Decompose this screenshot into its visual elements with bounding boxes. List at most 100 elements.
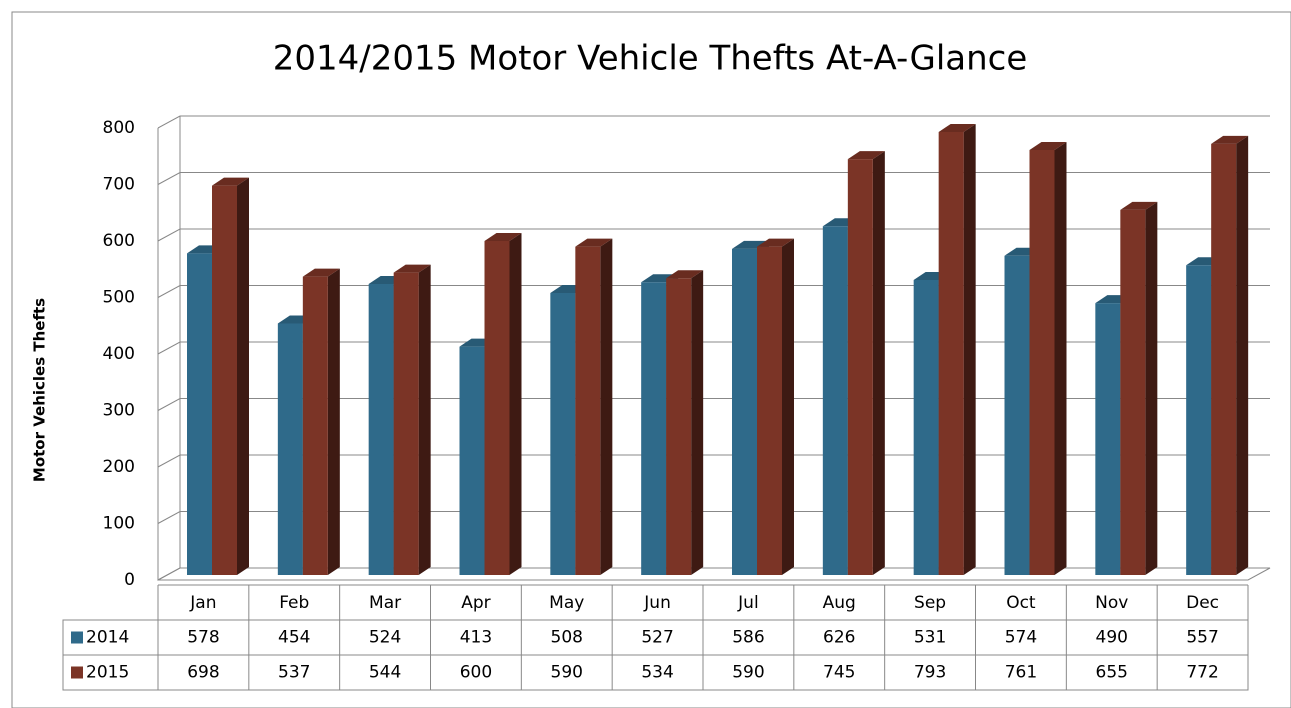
x-tick-label: Jun [643,593,671,613]
bar [847,151,885,575]
table-value: 793 [914,663,946,683]
bar-top [393,264,431,273]
table-value: 578 [187,628,219,648]
bar-front [666,278,692,575]
y-tick-label: 200 [103,457,135,477]
y-tick-label: 800 [103,118,135,138]
bar-top [666,270,704,279]
table-value: 524 [369,628,401,648]
chart-title: 2014/2015 Motor Vehicle Thefts At-A-Glan… [273,39,1028,79]
y-tick-label: 300 [103,401,135,421]
table-value: 586 [732,628,764,648]
table-value: 454 [278,628,310,648]
bar-front [822,226,848,575]
table-value: 761 [1005,663,1037,683]
bar-front [757,246,782,575]
bar-front [187,253,212,575]
bar-top [302,268,340,277]
table-value: 626 [823,628,855,648]
bar-front [913,279,939,575]
table-value: 508 [551,628,583,648]
bar-front [1029,150,1055,575]
legend-swatch [71,631,83,644]
table-value: 544 [369,663,401,683]
grid-line [157,115,1270,129]
grid-line [157,398,1270,411]
x-tick-label: Sep [914,593,946,613]
bar-side [1236,135,1249,575]
x-tick-label: Jul [737,593,759,613]
table-value: 590 [551,663,583,683]
x-tick-label: Dec [1186,593,1219,613]
y-axis-label: Motor Vehicles Thefts [31,298,49,482]
legend-label: 2014 [86,628,129,648]
x-tick-label: Apr [461,593,490,613]
bar-front [847,159,873,575]
bar-top [1029,142,1067,151]
table-value: 537 [278,663,310,683]
bar-top [938,123,976,132]
table-value: 490 [1096,628,1128,648]
table-value: 413 [460,628,492,648]
table-value: 655 [1096,663,1128,683]
table-value: 600 [460,663,492,683]
bar-side [327,268,340,575]
bar-front [641,282,667,575]
grid-line [157,511,1270,524]
bar-front [302,276,328,575]
bar-front [1120,209,1146,576]
bar-front [393,272,419,575]
x-tick-label: Feb [279,593,309,613]
legend-label: 2015 [86,663,129,683]
y-tick-label: 700 [103,175,135,195]
y-tick-label: 400 [103,344,135,364]
bar [393,264,431,575]
grid-line [157,172,1270,185]
x-tick-label: Jan [189,593,216,613]
bar-side [782,238,794,575]
x-tick-label: Nov [1095,593,1128,613]
table-value: 527 [641,628,673,648]
bar-front [1211,143,1237,575]
bar-front [732,248,757,575]
x-tick-label: Oct [1006,593,1036,613]
bar-side [509,233,522,575]
table-value: 531 [914,628,946,648]
bar-top [484,233,522,241]
bar-side [418,264,431,575]
x-tick-label: May [549,593,584,613]
bar-side [600,238,613,575]
bar [666,270,704,575]
bar [302,268,340,575]
grid-line [157,228,1270,242]
bar-top [1120,201,1158,210]
bar-front [277,323,303,575]
y-tick-label: 600 [103,231,135,251]
x-tick-label: Mar [369,593,401,613]
bar-front [212,185,237,575]
bar-front [368,283,394,575]
bar-front [1095,303,1121,575]
table-value: 772 [1186,663,1218,683]
table-value: 557 [1186,628,1218,648]
grid-line [157,454,1270,468]
bar-side [963,123,976,575]
bar-front [1004,255,1030,575]
bar-side [1054,142,1067,575]
legend-swatch [71,666,83,679]
table-value: 698 [187,663,219,683]
y-tick-label: 500 [103,288,135,308]
table-value: 534 [641,663,673,683]
bar-top [757,238,794,247]
bar [1029,142,1067,575]
grid-line [157,341,1270,355]
y-tick-label: 100 [103,514,135,534]
bar-top [847,151,885,160]
bar-front [575,246,601,575]
bar-top [1211,135,1249,144]
bar [938,123,976,575]
bar-side [691,270,704,575]
bar-side [237,177,249,575]
bar-front [550,292,576,575]
